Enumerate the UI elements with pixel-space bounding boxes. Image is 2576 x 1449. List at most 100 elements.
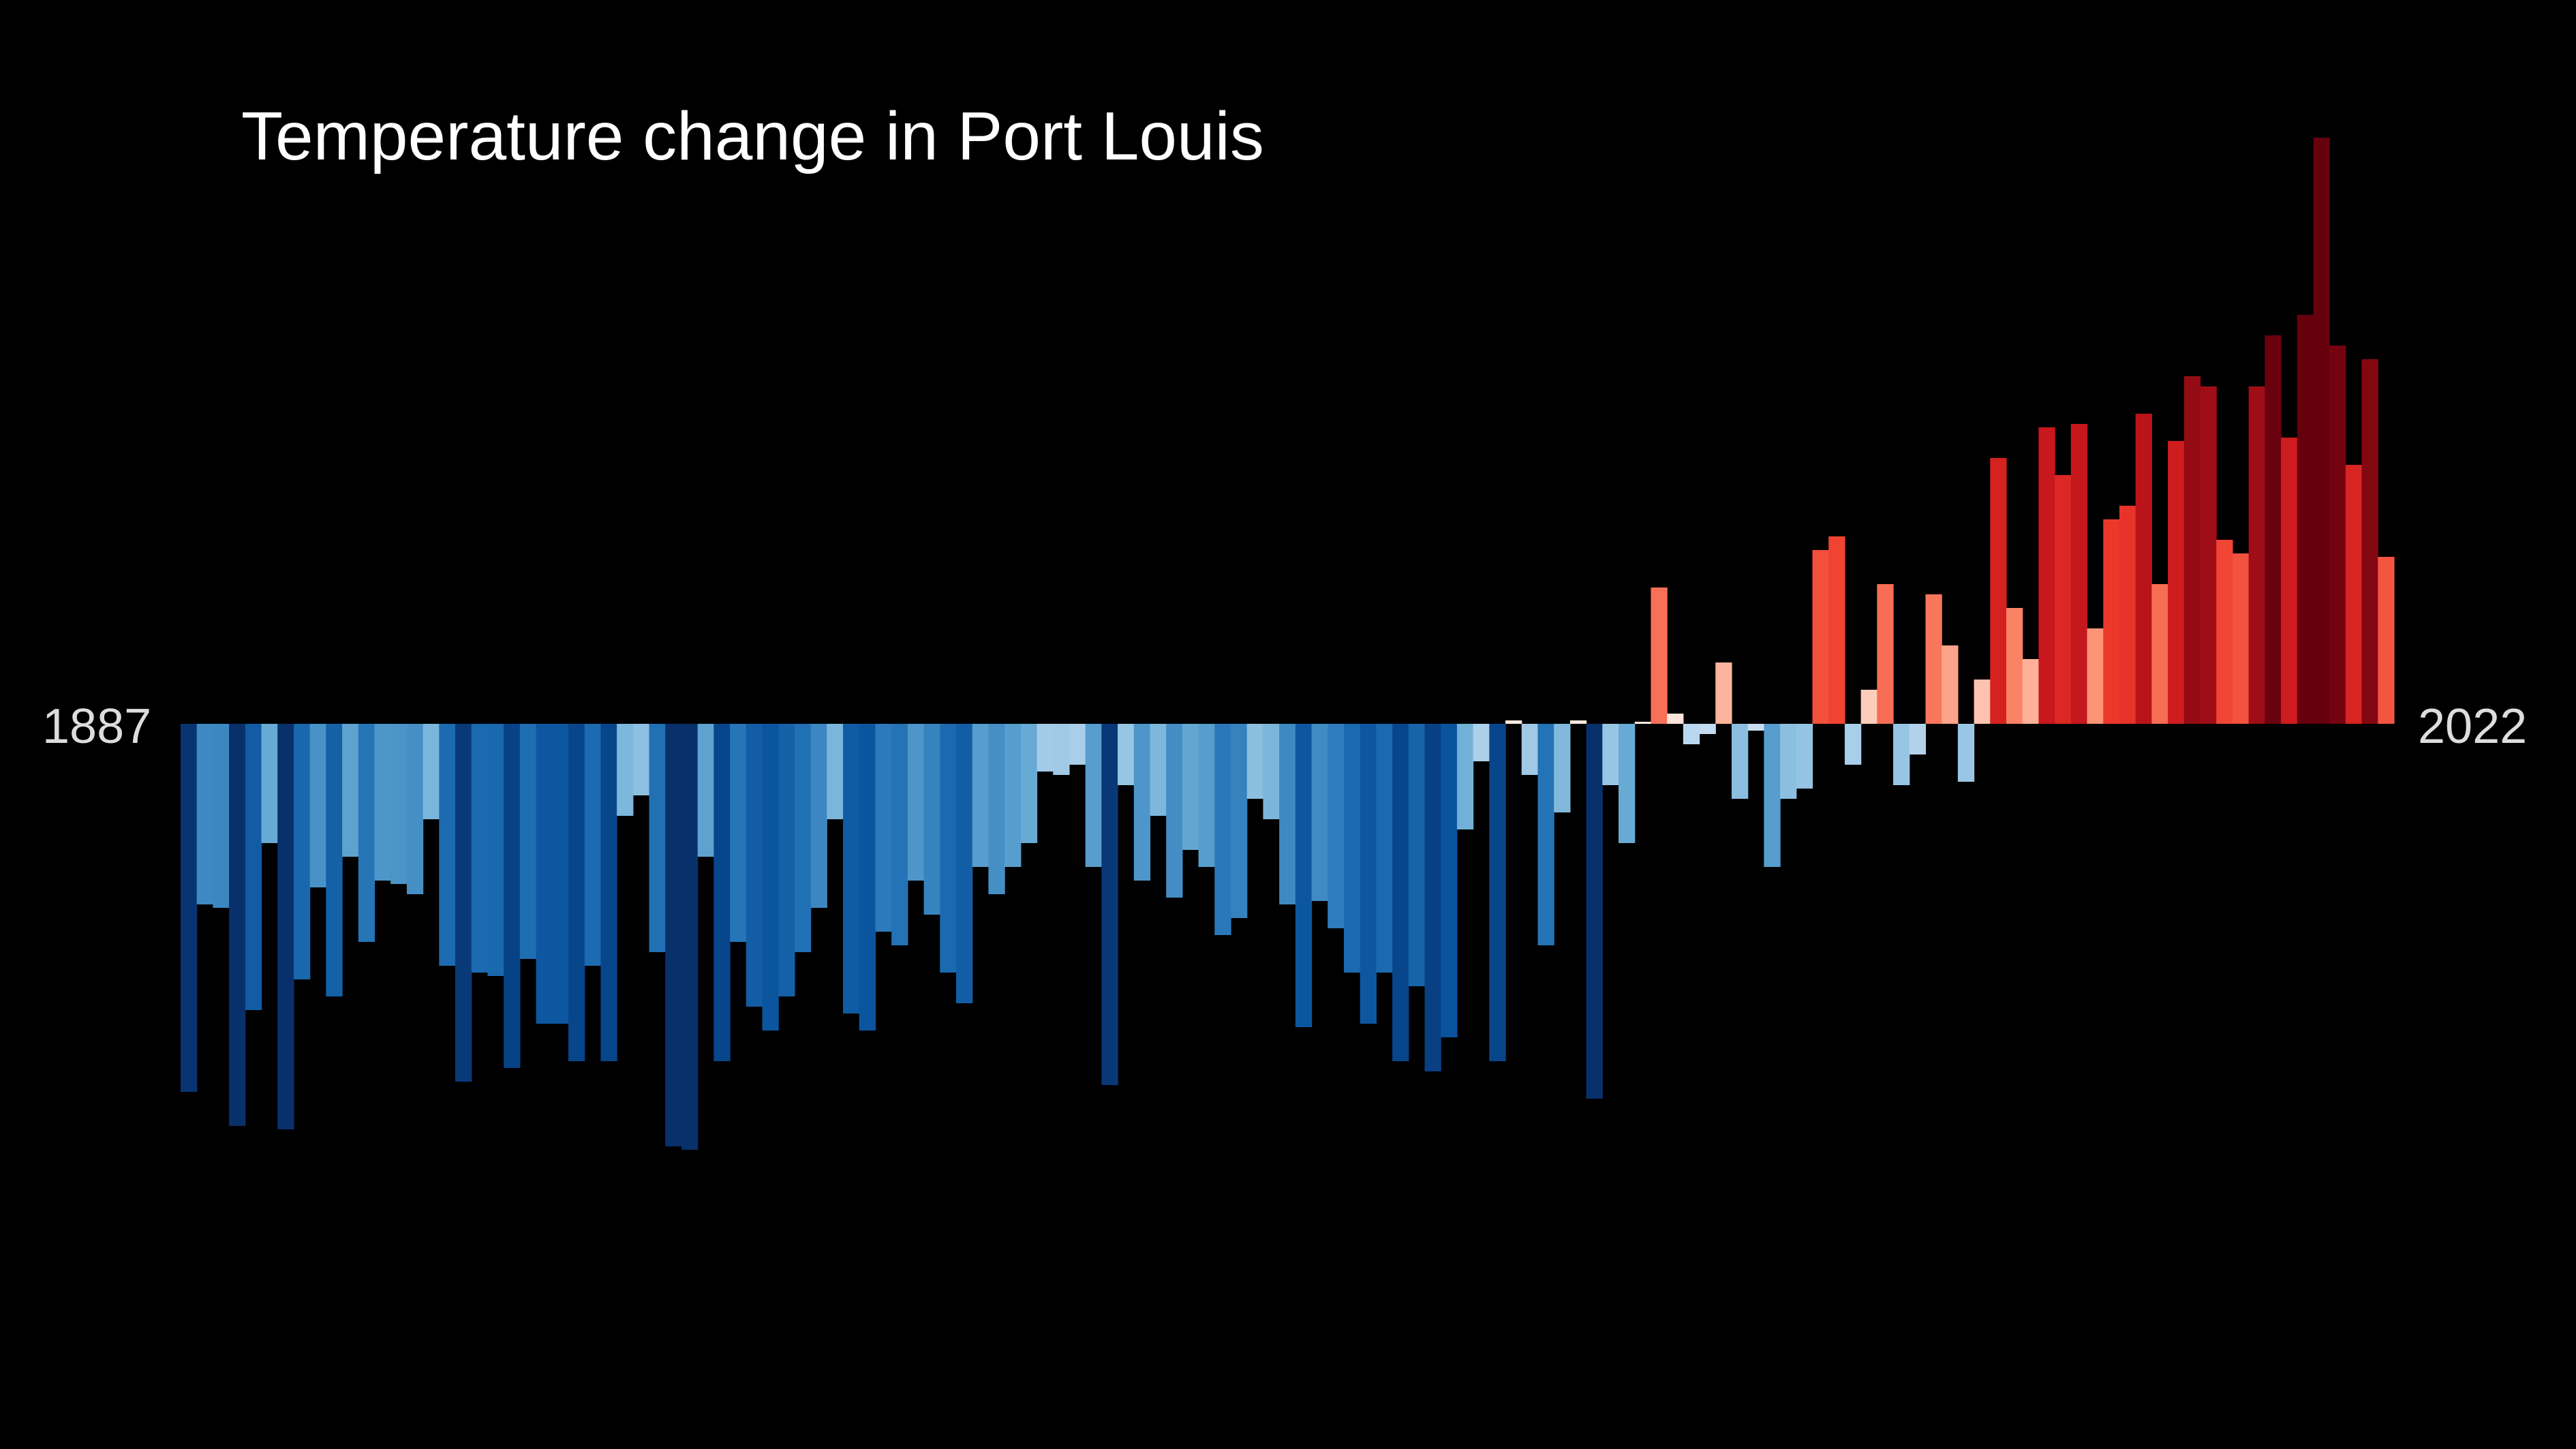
bar-2020 [2329,346,2346,724]
bar-1963 [1408,724,1426,986]
bar-1887 [181,724,198,1092]
bar-1975 [1602,724,1619,785]
bar-1947 [1150,724,1167,816]
bar-1948 [1166,724,1183,898]
bar-1932 [907,724,925,881]
bar-1924 [778,724,795,996]
bar-2003 [2055,475,2072,724]
bar-1912 [584,724,602,966]
bar-1923 [762,724,779,1031]
bar-1973 [1569,720,1587,724]
bar-1959 [1343,724,1361,973]
bar-1899 [374,724,391,881]
bar-1997 [1957,724,1975,782]
bar-2002 [2038,427,2055,724]
bar-1920 [714,724,731,1061]
bar-2015 [2248,386,2265,724]
bar-1946 [1133,724,1151,881]
bar-1991 [1860,690,1877,724]
bar-2016 [2265,335,2282,724]
bar-1922 [746,724,763,1007]
bar-2011 [2183,376,2201,724]
bar-2022 [2361,359,2378,724]
bar-1936 [972,724,989,867]
bar-1996 [1942,645,1959,724]
bar-1982 [1715,662,1732,724]
bar-1937 [988,724,1005,894]
bar-1976 [1619,724,1636,843]
bar-1901 [406,724,424,894]
bar-2013 [2216,540,2233,724]
bar-1990 [1844,724,1862,765]
bar-1913 [600,724,617,1061]
bar-2000 [2006,608,2023,724]
bar-1993 [1893,724,1910,785]
bar-1984 [1747,724,1764,731]
bar-1977 [1634,722,1652,724]
bar-1916 [649,724,666,952]
bar-1933 [923,724,940,915]
bar-1925 [794,724,812,952]
bar-2005 [2087,628,2104,724]
bar-1956 [1295,724,1313,1027]
bar-1995 [1925,594,1942,724]
bar-1934 [940,724,957,973]
bar-2017 [2281,438,2298,724]
end-year-label: 2022 [2418,699,2528,754]
bar-1926 [810,724,827,908]
bar-1969 [1505,720,1522,724]
bar-1915 [632,724,650,795]
bar-1950 [1198,724,1215,867]
bar-1941 [1053,724,1070,775]
bar-1972 [1554,724,1571,812]
bar-1968 [1489,724,1506,1061]
bar-1971 [1537,724,1554,945]
bar-2012 [2200,386,2217,724]
bar-1893 [277,724,294,1129]
bar-1979 [1667,714,1684,724]
bar-1970 [1521,724,1539,775]
bar-1889 [213,724,230,908]
bar-1962 [1392,724,1409,1061]
bar-1929 [859,724,876,1031]
bar-1978 [1651,588,1668,724]
bar-1909 [536,724,553,1024]
bar-1907 [504,724,521,1068]
bar-1945 [1118,724,1135,785]
bar-1919 [697,724,714,857]
bar-1931 [891,724,908,945]
bar-1905 [471,724,489,973]
bar-1983 [1731,724,1749,799]
bar-2009 [2151,584,2168,724]
bar-1942 [1069,724,1086,765]
bar-1998 [1974,680,1991,724]
bar-1980 [1683,724,1700,744]
bar-1911 [568,724,585,1061]
bar-1888 [196,724,214,904]
bar-1989 [1828,536,1845,724]
bar-2021 [2345,465,2363,724]
bar-1994 [1909,724,1927,754]
bar-1954 [1263,724,1280,819]
bar-1957 [1311,724,1328,901]
bar-1967 [1473,724,1490,761]
bar-1935 [955,724,973,1003]
bar-1985 [1764,724,1781,867]
bar-2006 [2103,519,2120,724]
bar-1964 [1424,724,1441,1071]
bar-1895 [309,724,326,887]
bar-1927 [827,724,844,819]
bar-1906 [487,724,504,976]
bar-2007 [2119,506,2136,724]
bar-1903 [439,724,456,966]
bar-1930 [875,724,892,932]
bar-1918 [681,724,699,1150]
bar-2010 [2168,441,2185,724]
bar-2008 [2135,414,2152,724]
bar-1965 [1441,724,1458,1037]
bar-2018 [2297,315,2314,724]
bar-1921 [730,724,747,942]
bar-1961 [1376,724,1393,973]
bar-1891 [245,724,262,1010]
